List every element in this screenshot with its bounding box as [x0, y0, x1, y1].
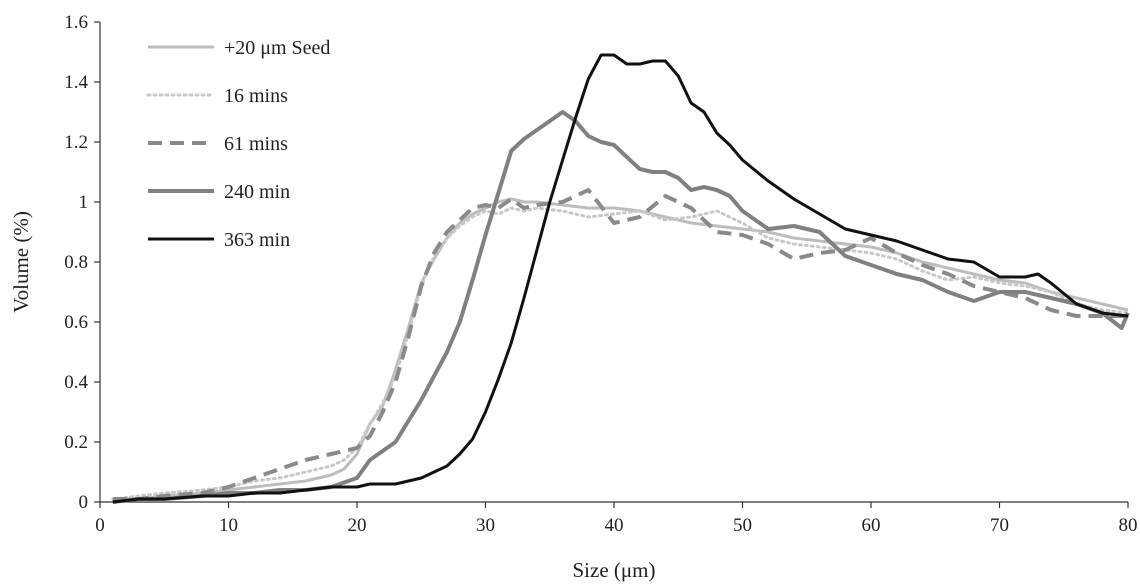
- y-tick-label: 0.8: [64, 252, 88, 273]
- y-tick-label: 1.2: [64, 132, 88, 153]
- y-tick-label: 1.6: [64, 12, 88, 33]
- legend-label: +20 μm Seed: [224, 37, 330, 59]
- x-tick-label: 80: [1119, 515, 1138, 536]
- series-line-4: [112, 110, 1130, 504]
- x-tick-label: 20: [348, 515, 367, 536]
- x-tick-label: 0: [95, 515, 105, 536]
- y-axis-ticks: 0 0.2 0.4 0.6 0.8 1 1.2 1.4 1.6: [64, 12, 100, 513]
- series-line-3: [112, 188, 1128, 501]
- legend: +20 μm Seed 16 mins 61 mins 240 min 363 min: [146, 37, 330, 251]
- y-tick-label: 1: [79, 192, 89, 213]
- series-line-5: [112, 53, 1129, 504]
- y-axis-title: Volume (%): [9, 211, 33, 313]
- x-tick-label: 60: [862, 515, 881, 536]
- x-tick-label: 30: [476, 515, 495, 536]
- series-lines: [111, 53, 1130, 504]
- legend-label: 363 min: [224, 229, 290, 251]
- x-axis-ticks: 0 10 20 30 40 50 60 70 80: [95, 502, 1138, 536]
- series-line-2: [111, 206, 1130, 501]
- legend-label: 61 mins: [224, 133, 288, 155]
- series-line-1: [112, 197, 1129, 501]
- y-tick-label: 1.4: [64, 72, 88, 93]
- x-tick-label: 40: [605, 515, 624, 536]
- y-tick-label: 0: [79, 492, 89, 513]
- x-axis-title: Size (μm): [573, 558, 656, 582]
- x-tick-label: 70: [990, 515, 1009, 536]
- x-tick-label: 50: [733, 515, 752, 536]
- y-tick-label: 0.4: [64, 372, 88, 393]
- legend-label: 16 mins: [224, 85, 288, 107]
- x-tick-label: 10: [219, 515, 238, 536]
- legend-label: 240 min: [224, 181, 290, 203]
- y-tick-label: 0.6: [64, 312, 88, 333]
- plot-area: 0 10 20 30 40 50 60 70 80 0 0.2 0.4 0.6 0.8 1 1.2 1.4 1.…: [64, 12, 1137, 536]
- y-tick-label: 0.2: [64, 432, 88, 453]
